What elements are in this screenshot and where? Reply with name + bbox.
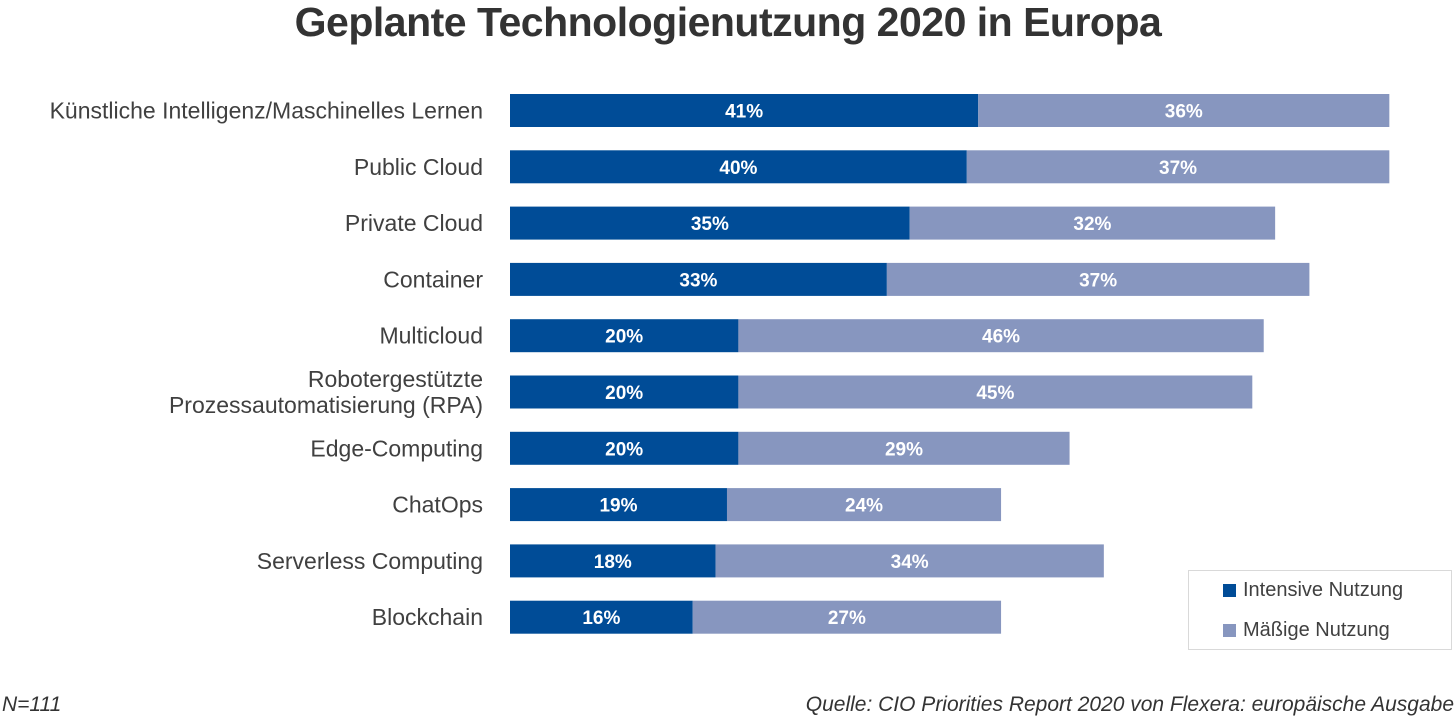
category-label-line: Container bbox=[383, 266, 483, 292]
bar-intensive bbox=[510, 150, 967, 184]
category-label: Public Cloud bbox=[354, 154, 483, 180]
data-label-moderate: 24% bbox=[845, 496, 883, 517]
data-label-intensive: 40% bbox=[719, 158, 757, 179]
data-label-intensive: 16% bbox=[582, 608, 620, 629]
chart-legend: Intensive Nutzung Mäßige Nutzung bbox=[1188, 570, 1452, 650]
category-label: Serverless Computing bbox=[257, 548, 483, 574]
data-label-moderate: 34% bbox=[891, 552, 929, 573]
bar-intensive bbox=[510, 600, 693, 634]
category-label-line: Public Cloud bbox=[354, 154, 483, 180]
bar-moderate bbox=[692, 600, 1002, 634]
category-label: Multicloud bbox=[379, 323, 483, 349]
category-label-line: Private Cloud bbox=[345, 210, 483, 236]
bar-moderate bbox=[726, 488, 1002, 522]
category-label: Künstliche Intelligenz/Maschinelles Lern… bbox=[50, 98, 483, 124]
legend-label-intensive: Intensive Nutzung bbox=[1243, 579, 1404, 601]
legend-item-moderate: Mäßige Nutzung bbox=[1223, 619, 1390, 642]
source-note: Quelle: CIO Priorities Report 2020 von F… bbox=[805, 693, 1454, 716]
category-label-line: Serverless Computing bbox=[257, 548, 483, 574]
bar-intensive bbox=[510, 262, 887, 296]
bar-moderate bbox=[909, 206, 1276, 240]
data-label-moderate: 37% bbox=[1159, 158, 1197, 179]
data-label-moderate: 29% bbox=[885, 439, 923, 460]
bar-intensive bbox=[510, 544, 716, 578]
category-label-line: Prozessautomatisierung (RPA) bbox=[169, 392, 483, 418]
category-label-line: Edge-Computing bbox=[310, 435, 483, 461]
bar-moderate bbox=[966, 150, 1390, 184]
category-label-line: Multicloud bbox=[379, 323, 483, 349]
bar-moderate bbox=[738, 431, 1070, 465]
legend-swatch-intensive bbox=[1223, 584, 1236, 597]
bar-intensive bbox=[510, 206, 910, 240]
category-label: Blockchain bbox=[372, 604, 483, 630]
bar-moderate bbox=[738, 319, 1264, 353]
legend-swatch-moderate bbox=[1223, 624, 1236, 637]
bar-intensive bbox=[510, 431, 739, 465]
bar-intensive bbox=[510, 94, 979, 127]
data-label-intensive: 35% bbox=[691, 214, 729, 235]
data-label-moderate: 27% bbox=[828, 608, 866, 629]
bar-moderate bbox=[738, 375, 1253, 409]
category-label-line: Künstliche Intelligenz/Maschinelles Lern… bbox=[50, 98, 483, 124]
data-label-moderate: 37% bbox=[1079, 270, 1117, 291]
bar-moderate bbox=[886, 262, 1310, 296]
data-label-moderate: 36% bbox=[1165, 102, 1203, 123]
data-label-intensive: 41% bbox=[725, 102, 763, 123]
data-label-moderate: 46% bbox=[982, 327, 1020, 348]
category-label: Private Cloud bbox=[345, 210, 483, 236]
data-label-intensive: 20% bbox=[605, 327, 643, 348]
bar-moderate bbox=[978, 94, 1390, 127]
bar-intensive bbox=[510, 375, 739, 409]
category-label-line: Blockchain bbox=[372, 604, 483, 630]
bar-intensive bbox=[510, 488, 727, 522]
data-label-intensive: 19% bbox=[599, 496, 637, 517]
category-label: Robotergestützte Prozessautomatisierung (… bbox=[169, 366, 483, 418]
category-label-line: ChatOps bbox=[392, 492, 483, 518]
data-label-intensive: 18% bbox=[594, 552, 632, 573]
sample-size-note: N=111 bbox=[2, 693, 62, 716]
bar-intensive bbox=[510, 319, 739, 353]
category-label: Container bbox=[383, 266, 483, 292]
data-label-moderate: 32% bbox=[1073, 214, 1111, 235]
data-label-intensive: 20% bbox=[605, 383, 643, 404]
data-label-intensive: 20% bbox=[605, 439, 643, 460]
legend-label-moderate: Mäßige Nutzung bbox=[1243, 619, 1390, 641]
bar-moderate bbox=[715, 544, 1104, 578]
data-label-moderate: 45% bbox=[976, 383, 1014, 404]
category-label: Edge-Computing bbox=[310, 435, 483, 461]
category-label-line: Robotergestützte bbox=[308, 366, 483, 392]
data-label-intensive: 33% bbox=[679, 270, 717, 291]
category-label: ChatOps bbox=[392, 492, 483, 518]
chart-title: Geplante Technologienutzung 2020 in Euro… bbox=[294, 0, 1162, 45]
chart-plot: Künstliche Intelligenz/Maschinelles Lern… bbox=[50, 94, 1390, 634]
legend-item-intensive: Intensive Nutzung bbox=[1223, 579, 1403, 602]
